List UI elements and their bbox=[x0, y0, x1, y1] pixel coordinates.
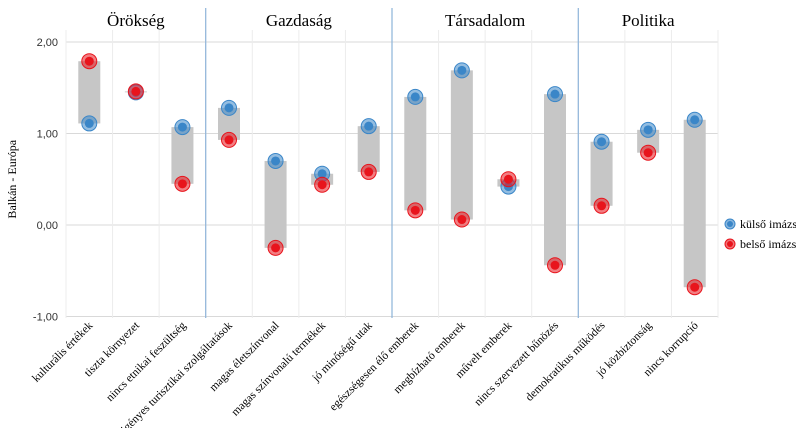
point-kulso bbox=[174, 119, 191, 136]
range-bar bbox=[683, 119, 706, 288]
point-belso-core bbox=[550, 260, 560, 270]
y-tick-label: -1,00 bbox=[33, 312, 58, 324]
point-belso-core bbox=[457, 215, 467, 225]
y-tick-label: 2,00 bbox=[37, 37, 58, 49]
y-axis-label: Balkán - Európa bbox=[5, 139, 19, 218]
range-bar bbox=[544, 94, 566, 266]
point-kulso bbox=[453, 62, 470, 79]
legend-marker-core bbox=[727, 241, 733, 247]
point-belso bbox=[360, 163, 377, 180]
point-kulso-core bbox=[271, 156, 281, 166]
point-kulso bbox=[407, 88, 424, 105]
range-bar bbox=[171, 127, 194, 184]
legend: külső imázs belső imázs bbox=[724, 217, 796, 251]
point-kulso-core bbox=[410, 92, 420, 102]
point-belso bbox=[640, 144, 657, 161]
point-kulso-core bbox=[550, 89, 560, 99]
range-bar bbox=[78, 61, 101, 124]
range-bar bbox=[357, 126, 380, 172]
point-belso bbox=[500, 171, 517, 188]
legend-label: belső imázs bbox=[740, 237, 796, 251]
legend-item: belső imázs bbox=[724, 237, 796, 251]
point-kulso-core bbox=[597, 137, 607, 147]
point-kulso bbox=[267, 152, 284, 169]
group-title: Társadalom bbox=[445, 11, 525, 30]
point-belso bbox=[127, 83, 144, 100]
point-belso bbox=[221, 131, 237, 148]
group-title: Politika bbox=[622, 11, 675, 30]
point-kulso-core bbox=[643, 125, 653, 135]
point-kulso bbox=[360, 118, 377, 135]
range-bar bbox=[590, 141, 613, 206]
point-belso-core bbox=[364, 167, 374, 177]
point-belso bbox=[174, 175, 191, 192]
x-tick-label: demokratikus működés bbox=[524, 319, 609, 404]
legend-label: külső imázs bbox=[740, 217, 796, 231]
point-belso bbox=[686, 279, 703, 296]
x-tick-label: magas színvonalú termékek bbox=[229, 319, 328, 418]
point-kulso bbox=[81, 115, 98, 132]
point-kulso-core bbox=[457, 65, 467, 75]
point-belso-core bbox=[643, 148, 653, 158]
point-belso bbox=[407, 202, 424, 219]
point-belso bbox=[453, 211, 470, 228]
point-belso-core bbox=[410, 205, 420, 215]
range-bar bbox=[264, 160, 287, 248]
point-kulso bbox=[221, 99, 237, 116]
range-bar bbox=[218, 107, 240, 140]
x-tick-label: egészségesen élő emberek bbox=[328, 319, 422, 413]
point-belso bbox=[267, 239, 284, 256]
point-kulso bbox=[640, 121, 657, 138]
range-bar bbox=[450, 70, 473, 220]
point-kulso-core bbox=[177, 122, 187, 132]
point-belso-core bbox=[84, 56, 94, 66]
range-bar bbox=[404, 96, 427, 211]
y-tick-label: 0,00 bbox=[37, 220, 58, 232]
group-title: Gazdaság bbox=[266, 11, 333, 30]
point-belso bbox=[593, 197, 610, 214]
point-kulso-core bbox=[84, 118, 94, 128]
point-belso-core bbox=[271, 243, 281, 253]
point-belso-core bbox=[503, 174, 513, 184]
point-kulso bbox=[686, 111, 703, 128]
group-title: Örökség bbox=[107, 11, 165, 30]
point-kulso bbox=[593, 133, 610, 150]
legend-marker-core bbox=[727, 221, 733, 227]
point-kulso bbox=[547, 86, 563, 103]
point-belso bbox=[547, 257, 563, 274]
point-belso bbox=[314, 176, 331, 193]
x-tick-label: nincs szervezett bűnözés bbox=[472, 319, 561, 408]
point-kulso-core bbox=[690, 115, 700, 125]
point-belso bbox=[81, 53, 98, 70]
point-belso-core bbox=[131, 86, 141, 96]
point-belso-core bbox=[177, 179, 187, 189]
x-tick-label: nincs etnikai feszültség bbox=[104, 319, 189, 404]
point-belso-core bbox=[317, 180, 327, 190]
y-tick-label: 1,00 bbox=[37, 129, 58, 141]
point-belso-core bbox=[597, 201, 607, 211]
point-kulso-core bbox=[364, 121, 374, 131]
legend-item: külső imázs bbox=[724, 217, 796, 231]
point-kulso-core bbox=[317, 169, 327, 179]
point-kulso-core bbox=[224, 103, 234, 113]
point-belso-core bbox=[690, 282, 700, 292]
point-belso-core bbox=[224, 135, 234, 145]
